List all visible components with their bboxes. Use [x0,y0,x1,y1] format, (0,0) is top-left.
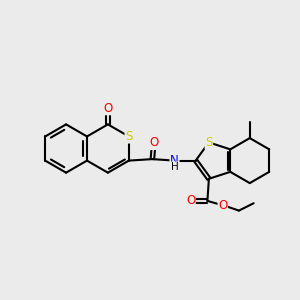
Text: O: O [149,136,158,149]
Text: N: N [170,154,179,167]
Text: H: H [171,162,178,172]
Text: S: S [125,130,133,143]
Text: O: O [186,194,195,207]
Text: O: O [103,102,112,115]
Text: O: O [218,199,227,212]
Text: S: S [205,136,213,149]
